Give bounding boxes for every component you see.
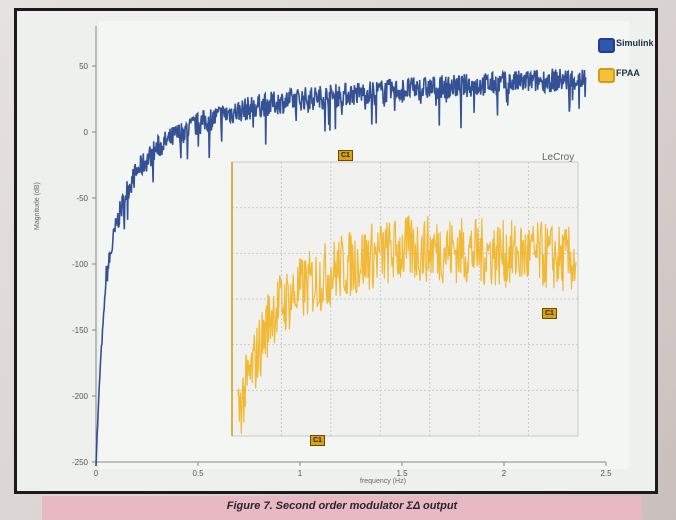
y-tick-label: -150 bbox=[72, 326, 89, 335]
y-tick-label: -50 bbox=[76, 194, 88, 203]
legend-label-simulink: Simulink bbox=[616, 38, 654, 48]
x-tick-label: 1 bbox=[298, 469, 303, 478]
y-tick-label: 50 bbox=[79, 62, 88, 71]
x-tick-label: 2 bbox=[502, 469, 507, 478]
x-tick-label: 1.5 bbox=[396, 469, 408, 478]
x-axis-title: frequency (Hz) bbox=[360, 478, 406, 485]
inset-tag-bottom: C1 bbox=[310, 435, 325, 446]
caption-strip bbox=[42, 496, 642, 520]
x-tick-label: 0.5 bbox=[192, 469, 204, 478]
x-tick-label: 2.5 bbox=[600, 469, 612, 478]
simulink-series bbox=[95, 68, 587, 467]
legend-swatch-simulink bbox=[598, 38, 615, 53]
figure-caption: Figure 7. Second order modulator ΣΔ outp… bbox=[226, 500, 458, 512]
y-tick-label: -100 bbox=[72, 260, 89, 269]
legend-label-fpaa: FPAA bbox=[616, 68, 640, 78]
fpaa-series bbox=[237, 215, 577, 434]
y-tick-label: 0 bbox=[84, 128, 89, 137]
y-axis-title: Magnitude (dB) bbox=[34, 182, 41, 230]
inset-tag-top: C1 bbox=[338, 150, 353, 161]
inset-tag-right: C1 bbox=[542, 308, 557, 319]
legend-swatch-fpaa bbox=[598, 68, 615, 83]
x-tick-label: 0 bbox=[94, 469, 99, 478]
inset-brand: LeCroy bbox=[542, 152, 575, 163]
y-tick-label: -250 bbox=[72, 458, 89, 467]
y-tick-label: -200 bbox=[72, 392, 89, 401]
